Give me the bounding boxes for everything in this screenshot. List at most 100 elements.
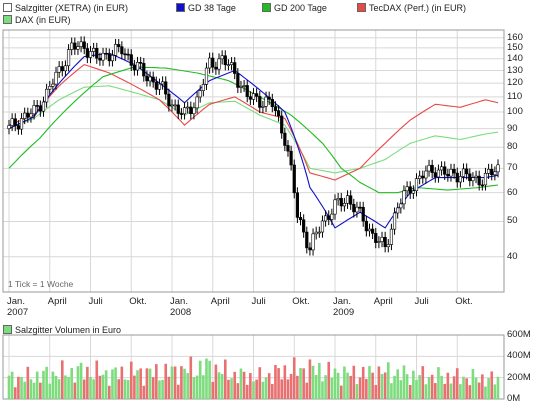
volume-bars bbox=[7, 356, 500, 399]
volume-bar bbox=[477, 382, 481, 399]
candle-body bbox=[54, 71, 58, 85]
legend-item-dax: DAX (in EUR) bbox=[3, 15, 71, 25]
candle-body bbox=[179, 113, 184, 115]
candle-body bbox=[418, 175, 422, 179]
candle-body bbox=[374, 233, 378, 243]
volume-bar bbox=[155, 364, 158, 399]
volume-bar bbox=[252, 381, 255, 399]
candle-body bbox=[421, 175, 425, 179]
candle-body bbox=[286, 145, 290, 152]
candle-body bbox=[132, 65, 136, 71]
volume-bar bbox=[170, 366, 174, 399]
volume-bar bbox=[471, 369, 475, 399]
candle-body bbox=[35, 105, 39, 107]
candle-body bbox=[236, 73, 240, 88]
volume-bar bbox=[23, 381, 26, 399]
candle-body bbox=[113, 44, 118, 56]
volume-bar bbox=[114, 367, 117, 399]
candle-body bbox=[399, 203, 403, 209]
volume-bar bbox=[129, 361, 133, 399]
volume-bar bbox=[358, 377, 362, 399]
volume-bar bbox=[339, 385, 343, 399]
volume-bar bbox=[205, 358, 208, 399]
volume-bar bbox=[390, 383, 393, 399]
volume-bar bbox=[29, 379, 33, 399]
volume-bar bbox=[249, 373, 252, 399]
candle-body bbox=[120, 46, 124, 55]
price-candles bbox=[7, 36, 500, 256]
volume-bar bbox=[418, 375, 421, 399]
volume-bar bbox=[26, 366, 30, 399]
volume-bar bbox=[76, 366, 80, 399]
volume-bar bbox=[108, 385, 111, 399]
candle-body bbox=[452, 168, 456, 174]
legend-label: Salzgitter (XETRA) (in EUR) bbox=[15, 3, 129, 13]
volume-bar bbox=[314, 375, 318, 399]
candle-body bbox=[333, 199, 337, 215]
legend-item-gd200: GD 200 Tage bbox=[262, 3, 327, 13]
candle-body bbox=[126, 53, 130, 56]
candle-body bbox=[204, 67, 209, 85]
candle-body bbox=[32, 105, 36, 115]
volume-bar bbox=[164, 363, 168, 399]
volume-bar bbox=[60, 360, 64, 399]
volume-bar bbox=[89, 376, 92, 399]
candle-body bbox=[85, 48, 89, 58]
candle-body bbox=[330, 213, 334, 220]
volume-bar bbox=[133, 375, 136, 399]
volume-bar bbox=[70, 367, 73, 399]
candle-body bbox=[19, 118, 24, 130]
series-line-tecdax-perf-in-eur bbox=[8, 63, 499, 181]
volume-bar bbox=[123, 379, 127, 399]
volume-bar bbox=[490, 371, 494, 399]
candle-body bbox=[157, 83, 162, 90]
candle-body bbox=[145, 75, 149, 82]
candle-body bbox=[201, 84, 205, 91]
candle-body bbox=[358, 206, 362, 209]
candle-body bbox=[198, 90, 202, 98]
volume-bar bbox=[427, 377, 431, 399]
volume-bar bbox=[330, 377, 334, 399]
x-tick-label: April bbox=[47, 296, 67, 307]
volume-bar bbox=[305, 382, 309, 399]
volume-bar bbox=[54, 375, 58, 399]
candle-body bbox=[223, 55, 227, 66]
volume-bar bbox=[176, 384, 180, 399]
legend-swatch bbox=[176, 3, 185, 12]
volume-bar bbox=[380, 374, 384, 399]
volume-bar bbox=[333, 368, 337, 399]
candle-body bbox=[396, 207, 400, 214]
x-tick-label: Juli bbox=[414, 296, 429, 307]
candle-body bbox=[439, 166, 444, 171]
candle-body bbox=[496, 164, 500, 173]
volume-bar bbox=[311, 365, 315, 399]
legend-swatch bbox=[262, 3, 271, 12]
volume-bar bbox=[324, 375, 327, 399]
volume-bar bbox=[487, 378, 490, 399]
candle-body bbox=[411, 190, 415, 194]
volume-bar bbox=[64, 375, 67, 399]
candle-body bbox=[414, 178, 419, 192]
candle-body bbox=[70, 42, 74, 50]
x-tick-label: Jan. 2009 bbox=[333, 296, 355, 318]
x-tick-label: Jan. 2007 bbox=[7, 296, 29, 318]
volume-bar bbox=[283, 365, 287, 399]
candle-body bbox=[339, 198, 343, 207]
candle-body bbox=[38, 105, 42, 112]
volume-bar bbox=[368, 366, 371, 399]
candle-body bbox=[317, 231, 321, 234]
x-tick-label: April bbox=[210, 296, 230, 307]
volume-bar bbox=[349, 375, 352, 399]
candle-body bbox=[298, 217, 303, 221]
candle-body bbox=[73, 42, 77, 50]
volume-bar bbox=[452, 376, 456, 399]
candle-body bbox=[135, 62, 140, 71]
volume-bar bbox=[227, 379, 230, 399]
x-tick-label: Okt. bbox=[292, 296, 310, 307]
candle-body bbox=[380, 236, 384, 242]
candle-body bbox=[364, 220, 368, 232]
volume-bar bbox=[173, 366, 177, 399]
candle-body bbox=[7, 125, 11, 129]
volume-bar bbox=[440, 375, 443, 399]
candle-body bbox=[449, 168, 453, 177]
